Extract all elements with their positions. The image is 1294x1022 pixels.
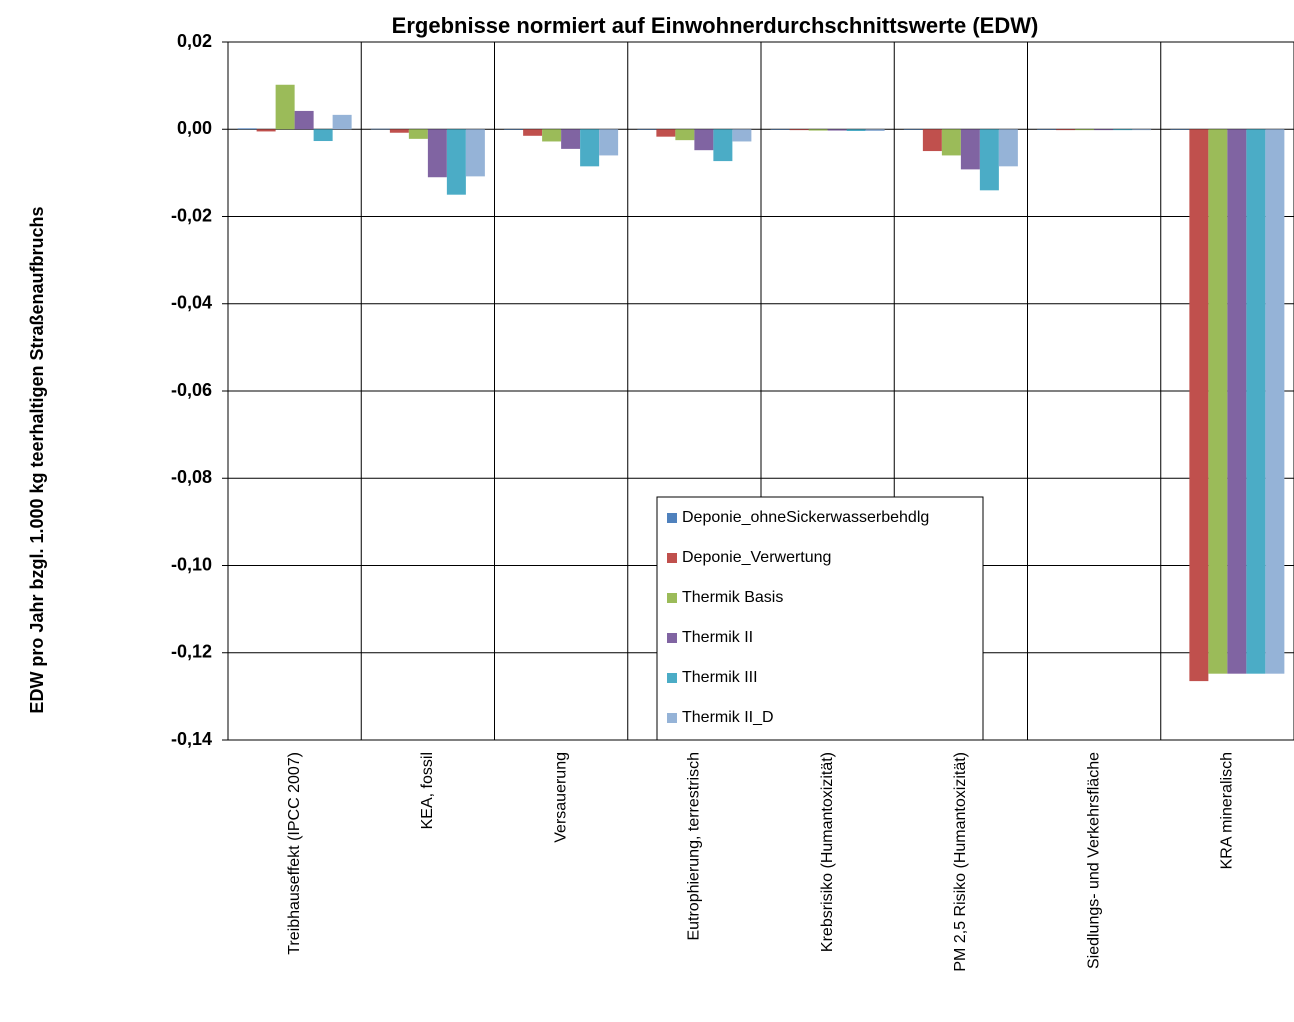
bar: [237, 128, 257, 130]
bar: [922, 129, 942, 152]
bar: [446, 129, 466, 195]
y-tick-label: -0,06: [171, 380, 212, 400]
bar: [694, 129, 714, 151]
legend-swatch: [667, 713, 677, 723]
chart-title: Ergebnisse normiert auf Einwohnerdurchsc…: [392, 13, 1039, 38]
bar: [732, 129, 752, 142]
bar: [808, 129, 828, 131]
legend-label: Deponie_ohneSickerwasserbehdlg: [682, 509, 929, 526]
bar: [427, 129, 447, 178]
bar: [313, 129, 333, 142]
bar: [1246, 129, 1266, 674]
y-tick-label: -0,04: [171, 293, 212, 313]
legend-swatch: [667, 673, 677, 683]
bar: [656, 129, 676, 137]
bar: [389, 129, 409, 133]
bar: [1170, 129, 1190, 130]
bar: [1094, 129, 1114, 131]
bar: [960, 129, 980, 170]
legend-swatch: [667, 593, 677, 603]
bar: [770, 129, 790, 130]
bar: [275, 84, 295, 130]
y-tick-label: -0,02: [171, 205, 212, 225]
bar: [1037, 129, 1057, 130]
bar: [1227, 129, 1247, 674]
bar: [332, 114, 352, 130]
bar: [542, 129, 562, 142]
x-tick-label: Krebsrisiko (Humantoxizität): [819, 752, 836, 952]
bar: [504, 129, 524, 130]
y-tick-label: 0,00: [177, 118, 212, 138]
bar: [1113, 129, 1133, 131]
bar: [637, 129, 657, 130]
y-tick-label: -0,08: [171, 467, 212, 487]
y-tick-label: -0,12: [171, 642, 212, 662]
bar: [789, 129, 809, 131]
legend-label: Thermik II: [682, 629, 753, 646]
legend-box: [656, 496, 984, 741]
x-tick-label: KEA, fossil: [419, 752, 436, 829]
bar: [465, 129, 485, 177]
x-tick-label: Versauerung: [552, 752, 569, 843]
x-tick-label: Eutrophierung, terrestrisch: [686, 752, 703, 941]
legend-label: Thermik III: [682, 669, 758, 686]
bar: [998, 129, 1018, 167]
bar: [675, 129, 695, 141]
x-tick-label: Siedlungs- und Verkehrsfläche: [1085, 752, 1102, 969]
legend-label: Thermik Basis: [682, 589, 783, 606]
legend-label: Deponie_Verwertung: [682, 549, 831, 566]
bar: [561, 129, 581, 149]
y-tick-label: 0,02: [177, 31, 212, 51]
x-tick-label: KRA mineralisch: [1219, 752, 1236, 869]
x-tick-label: Treibhauseffekt (IPCC 2007): [286, 752, 303, 955]
legend-label: Thermik II_D: [682, 709, 774, 726]
bar: [256, 129, 276, 132]
y-axis-title: EDW pro Jahr bzgl. 1.000 kg teerhaltigen…: [27, 206, 47, 713]
bar: [903, 129, 923, 130]
legend-swatch: [667, 513, 677, 523]
y-tick-label: -0,14: [171, 729, 212, 749]
bar: [1056, 129, 1076, 131]
bar: [408, 129, 428, 139]
bar: [1132, 129, 1152, 131]
bar: [580, 129, 600, 167]
bar: [846, 129, 866, 131]
bar: [865, 129, 885, 131]
bar: [1265, 129, 1285, 674]
bar: [979, 129, 999, 191]
legend-swatch: [667, 633, 677, 643]
legend: Deponie_ohneSickerwasserbehdlg Deponie_Ve…: [656, 496, 984, 741]
y-tick-label: -0,10: [171, 554, 212, 574]
bar: [713, 129, 733, 162]
bar: [1208, 129, 1228, 674]
bar: [1075, 129, 1095, 131]
bar: [941, 129, 961, 156]
bar: [599, 129, 619, 156]
bar: [294, 110, 314, 130]
legend-swatch: [667, 553, 677, 563]
bar: [827, 129, 847, 131]
bar: [370, 128, 390, 130]
bar: [1189, 129, 1209, 682]
x-tick-label: PM 2,5 Risiko (Humantoxizität): [952, 752, 969, 972]
bar: [523, 129, 543, 136]
